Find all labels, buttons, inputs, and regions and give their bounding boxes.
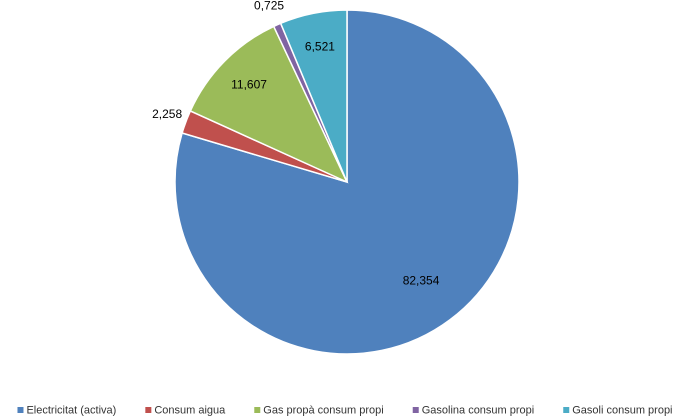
legend-swatch	[254, 407, 261, 413]
data-label: 0,725	[254, 0, 284, 13]
legend-label: Electricitat (activa)	[26, 404, 116, 416]
legend: Electricitat (activa) Consum aigua Gas pro…	[17, 404, 673, 416]
legend-label: Gasolina consum propi	[422, 404, 535, 416]
data-label: 11,607	[231, 78, 267, 92]
data-label: 2,258	[152, 107, 182, 121]
data-label: 82,354	[403, 273, 440, 287]
legend-label: Gas propà consum propi	[263, 404, 383, 416]
pie-slice	[279, 9, 348, 183]
pie-slice	[189, 25, 349, 184]
legend-swatch	[17, 407, 24, 413]
legend-swatch	[563, 407, 570, 413]
data-label: 6,521	[305, 39, 335, 53]
legend-label: Consum aigua	[154, 404, 226, 416]
legend-swatch	[412, 407, 419, 413]
legend-label: Gasoli consum propi	[572, 404, 672, 416]
legend-swatch	[145, 407, 152, 413]
